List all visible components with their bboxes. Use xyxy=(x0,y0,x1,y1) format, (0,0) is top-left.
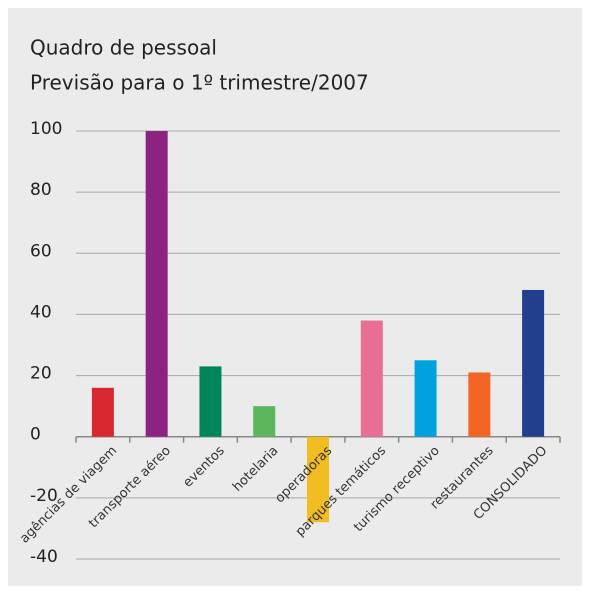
y-tick-label: 40 xyxy=(30,302,52,322)
bar xyxy=(253,406,276,437)
bar xyxy=(360,320,383,437)
panel xyxy=(8,8,582,586)
bar xyxy=(414,360,437,437)
bar xyxy=(91,387,114,437)
bar xyxy=(307,436,329,523)
bars xyxy=(91,131,545,523)
y-tick-label: -20 xyxy=(30,486,58,506)
bar xyxy=(522,289,545,437)
y-tick-label: 60 xyxy=(30,241,52,261)
bar xyxy=(199,366,222,437)
y-tick-label: 100 xyxy=(30,119,62,139)
y-tick-label: 20 xyxy=(30,364,52,384)
y-tick-label: 80 xyxy=(30,180,52,200)
grid: -40 -20 0 20 40 60 80 100 xyxy=(30,119,561,567)
y-tick-label: -40 xyxy=(30,547,58,567)
bar xyxy=(468,372,491,437)
chart-subtitle: Previsão para o 1º trimestre/2007 xyxy=(30,71,369,95)
chart-title: Quadro de pessoal xyxy=(30,36,217,60)
bar xyxy=(145,131,168,437)
y-tick-label: 0 xyxy=(30,425,41,445)
